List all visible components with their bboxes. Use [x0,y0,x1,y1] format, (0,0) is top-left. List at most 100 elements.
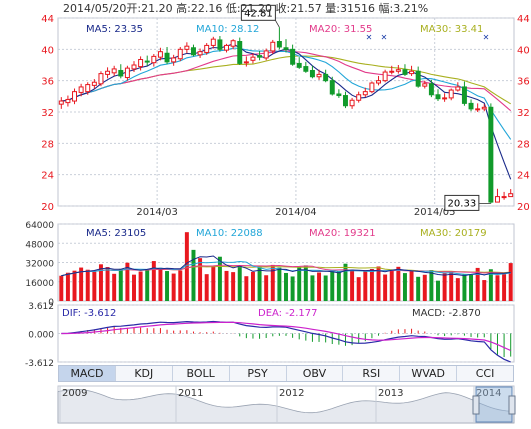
candle[interactable] [395,65,401,74]
overview-left-handle[interactable] [472,395,480,415]
candle[interactable] [290,44,296,66]
candle[interactable] [369,81,375,94]
volume-bar[interactable] [508,263,513,301]
volume-bar[interactable] [396,266,401,301]
candle[interactable] [217,36,223,52]
volume-bar[interactable] [79,267,84,301]
candle[interactable] [323,69,329,83]
volume-bar[interactable] [303,265,308,301]
candle[interactable] [78,83,84,97]
volume-bar[interactable] [436,280,440,301]
tab-boll[interactable]: BOLL [173,366,230,381]
candle[interactable] [190,44,196,57]
volume-bar[interactable] [231,272,236,301]
volume-bar[interactable] [429,270,434,301]
tab-obv[interactable]: OBV [287,366,344,381]
volume-bar[interactable] [217,256,222,301]
candle[interactable] [204,43,210,55]
candle[interactable] [157,47,163,61]
volume-bar[interactable] [65,272,70,301]
volume-bar[interactable] [442,273,447,301]
candle[interactable] [257,50,263,61]
candle[interactable] [382,69,388,83]
tab-psy[interactable]: PSY [230,366,287,381]
candle[interactable] [224,43,230,53]
candle[interactable] [98,71,104,87]
candle[interactable] [422,80,428,89]
volume-bar[interactable] [198,258,203,301]
tab-macd[interactable]: MACD [59,366,116,381]
candle[interactable] [349,97,355,109]
tab-rsi[interactable]: RSI [343,366,401,381]
candle[interactable] [85,82,91,95]
volume-bar[interactable] [350,269,355,301]
volume-bar[interactable] [171,273,176,301]
candle[interactable] [243,56,249,67]
volume-bar[interactable] [237,265,242,301]
candle[interactable] [316,69,322,80]
candle[interactable] [184,42,190,54]
volume-bar[interactable] [250,271,255,301]
candle[interactable] [237,37,243,65]
volume-bar[interactable] [343,263,348,301]
candle[interactable] [230,39,236,50]
volume-bar[interactable] [112,273,117,301]
volume-bar[interactable] [409,270,414,301]
tab-cci[interactable]: CCI [475,367,495,380]
candle[interactable] [481,104,487,112]
candle[interactable] [329,76,335,96]
candle[interactable] [197,48,203,58]
volume-bar[interactable] [178,270,183,301]
candle[interactable] [461,81,467,106]
candle[interactable] [336,89,342,98]
candle[interactable] [442,93,448,102]
volume-bar[interactable] [151,261,156,301]
volume-bar[interactable] [284,272,288,301]
candle[interactable] [138,56,144,71]
candle[interactable] [131,61,137,73]
candle[interactable] [475,103,481,112]
candle[interactable] [448,88,454,101]
volume-bar[interactable] [211,265,216,301]
volume-bar[interactable] [416,276,421,301]
overview-right-handle[interactable] [508,395,516,415]
candle[interactable] [468,99,474,112]
candle[interactable] [276,27,282,50]
volume-bar[interactable] [422,274,427,301]
candle[interactable] [362,87,368,98]
volume-bar[interactable] [488,269,493,301]
volume-bar[interactable] [98,264,103,301]
candle[interactable] [105,67,111,79]
volume-bar[interactable] [105,267,110,301]
candle[interactable] [409,65,415,76]
volume-bar[interactable] [383,274,388,301]
volume-bar[interactable] [455,278,460,301]
candle[interactable] [270,39,276,55]
candle[interactable] [494,188,500,203]
volume-bar[interactable] [469,274,474,301]
volume-bar[interactable] [290,276,295,301]
volume-bar[interactable] [462,273,467,301]
candle[interactable] [376,75,382,86]
volume-bar[interactable] [165,271,170,301]
volume-bar[interactable] [72,270,77,301]
candle[interactable] [435,89,441,102]
candle[interactable] [177,46,183,62]
volume-bar[interactable] [475,267,480,301]
volume-bar[interactable] [310,275,315,301]
volume-bar[interactable] [224,270,229,301]
candle[interactable] [263,48,269,61]
volume-bar[interactable] [204,274,209,301]
candle[interactable] [303,61,309,73]
volume-bar[interactable] [389,269,394,301]
candle[interactable] [342,91,348,109]
volume-bar[interactable] [336,271,341,301]
volume-bar[interactable] [356,277,361,301]
candle[interactable] [151,54,157,67]
candle[interactable] [309,65,315,79]
candle[interactable] [428,79,434,98]
candle[interactable] [508,189,514,198]
candle[interactable] [118,64,124,79]
volume-bar[interactable] [264,275,269,301]
